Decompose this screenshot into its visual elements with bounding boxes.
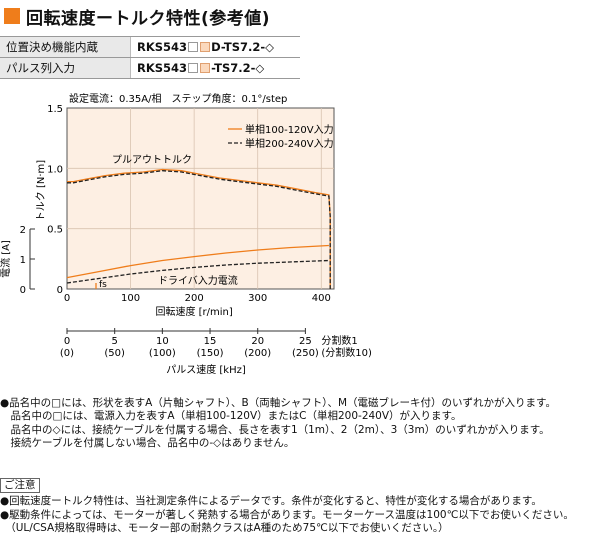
spec-row: 位置決め機能内蔵 RKS543 D-TS7.2-◇ <box>0 36 300 58</box>
spec-table: 位置決め機能内蔵 RKS543 D-TS7.2-◇ パルス列入力 RKS543 -T… <box>0 36 300 79</box>
notes: ●品名中の□には、形状を表すA（片軸シャフト）、B（両軸シャフト）、M（電磁ブレ… <box>0 397 602 451</box>
x-tick-label: 400 <box>312 293 331 304</box>
pulse-tick-label-div10: (250) <box>292 348 319 359</box>
pulse-tick-label: 5 <box>111 336 117 347</box>
torque-tick-label: 0.5 <box>47 225 63 236</box>
caution-title: ご注意 <box>0 478 40 494</box>
speed-torque-chart: 設定電流：0.35A/相 ステップ角度：0.1°/step 0 0.5 1.0 1.5 ト… <box>0 92 372 376</box>
page-title: 回転速度ートルク特性(参考値) <box>26 8 271 29</box>
title-marker <box>4 8 20 24</box>
model-prefix: RKS543 <box>137 40 188 54</box>
x-axis-label: 回転速度 [r/min] <box>155 305 232 318</box>
pullout-torque-label: プルアウトトルク <box>112 154 192 166</box>
torque-tick-label: 1.5 <box>47 104 63 115</box>
torque-tick-label: 1.0 <box>47 164 63 175</box>
plot-area <box>66 107 335 290</box>
legend-label: 単相200-240V入力 <box>245 137 334 150</box>
spec-row: パルス列入力 RKS543 -TS7.2-◇ <box>0 57 300 79</box>
x-tick-label: 0 <box>64 293 70 304</box>
pulse-tick-label: 0 <box>64 336 70 347</box>
shape-box-icon <box>188 63 199 73</box>
note-line: 品名中の◇には、接続ケーブルを付属する場合、長さを表す1（1m）、2（2m）、3… <box>0 423 550 436</box>
x-tick-label: 200 <box>185 293 204 304</box>
caution-line: ●駆動条件によっては、モーターが著しく発熱する場合があります。モーターケース温度… <box>0 508 574 521</box>
caution-line: （UL/CSA規格取得時は、モーター部の耐熱クラスはA種のため75℃以下でお使い… <box>0 522 449 535</box>
torque-curve <box>67 168 331 289</box>
current-curve <box>66 259 329 284</box>
note-line: 接続ケーブルを付属しない場合、品名中の-◇はありません。 <box>0 437 295 450</box>
model-prefix: RKS543 <box>137 61 188 75</box>
power-box-icon <box>200 63 211 73</box>
current-tick-label: 0 <box>20 285 26 296</box>
spec-model: RKS543 D-TS7.2-◇ <box>130 36 300 58</box>
pulse-tick-label-div10: (150) <box>197 348 224 359</box>
caution-line: ●回転速度ートルク特性は、当社測定条件によるデータです。条件が変化すると、特性が… <box>0 495 542 508</box>
model-suffix: -TS7.2-◇ <box>211 61 265 75</box>
model-suffix: D-TS7.2-◇ <box>211 40 275 54</box>
current-tick-label: 1 <box>20 255 26 266</box>
pulse-axis-label: パルス速度 [kHz] <box>166 363 246 376</box>
caution: ご注意 ●回転速度ートルク特性は、当社測定条件によるデータです。条件が変化すると… <box>0 478 602 536</box>
current-axis-label: 電流 [A] <box>0 240 12 278</box>
spec-model: RKS543 -TS7.2-◇ <box>130 57 300 79</box>
spec-label: パルス列入力 <box>0 57 131 79</box>
power-box-icon <box>200 42 211 52</box>
pulse-tick-label-div10: (100) <box>149 348 176 359</box>
note-line: ●品名中の□には、形状を表すA（片軸シャフト）、B（両軸シャフト）、M（電磁ブレ… <box>0 397 556 409</box>
pulse-tick-label: 25 <box>299 336 312 347</box>
note-line: 品名中の□には、電源入力を表すA（単相100-120V）またはC（単相200-2… <box>0 410 462 423</box>
torque-tick-label: 0 <box>57 285 63 296</box>
pulse-division-label: 分割数1 <box>321 334 357 347</box>
pulse-division-label-10: (分割数10) <box>321 346 372 359</box>
torque-axis-label: トルク [N·m] <box>35 160 47 221</box>
pulse-tick-label-div10: (200) <box>244 348 271 359</box>
fs-label: fs <box>99 280 107 290</box>
pulse-tick-label: 20 <box>251 336 264 347</box>
current-curve <box>66 244 329 279</box>
pulse-tick-label: 10 <box>156 336 169 347</box>
pulse-tick-label: 15 <box>204 336 217 347</box>
shape-box-icon <box>188 42 199 52</box>
current-tick-label: 2 <box>20 225 26 236</box>
torque-curve <box>67 170 331 289</box>
title-row: 回転速度ートルク特性(参考値) <box>4 4 271 29</box>
x-tick-label: 100 <box>121 293 140 304</box>
legend-label: 単相100-120V入力 <box>245 123 334 136</box>
pulse-tick-label-div10: (0) <box>60 348 74 359</box>
chart-conditions: 設定電流：0.35A/相 ステップ角度：0.1°/step <box>69 92 287 105</box>
x-tick-label: 300 <box>248 293 267 304</box>
pulse-tick-label-div10: (50) <box>104 348 125 359</box>
spec-label: 位置決め機能内蔵 <box>0 36 131 58</box>
driver-current-label: ドライバ入力電流 <box>158 274 238 287</box>
